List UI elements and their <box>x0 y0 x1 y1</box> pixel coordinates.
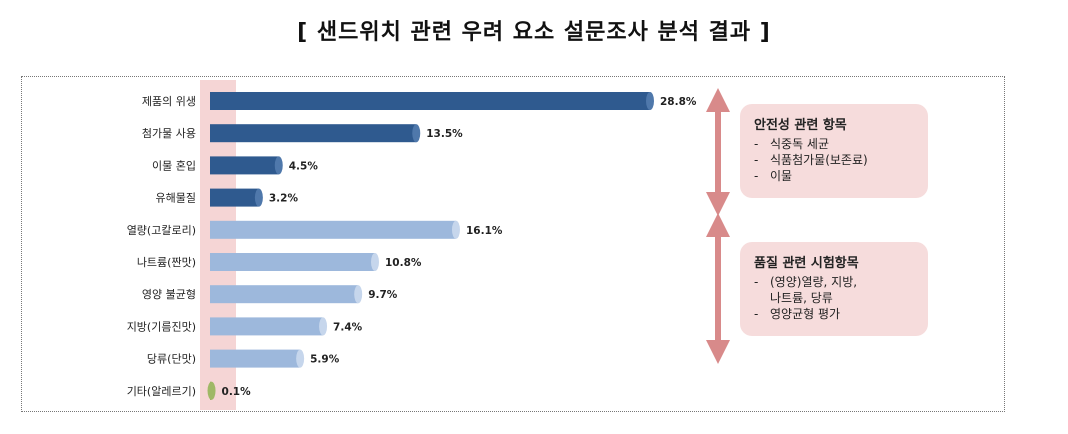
category-tick-label: 첨가물 사용 <box>142 127 196 140</box>
bar-end-cap <box>207 381 216 400</box>
category-tick-label: 지방(기름진맛) <box>127 320 196 333</box>
bar <box>210 92 650 110</box>
quality-annotation-title: 품질 관련 시험항목 <box>754 256 859 271</box>
bar-end-cap <box>319 317 328 336</box>
category-tick-label: 열량(고칼로리) <box>127 224 196 237</box>
safety-annotation-box: 안전성 관련 항목 - 식중독 세균 - 식품첨가물(보존료) - 이물 <box>740 104 928 198</box>
bar-row: 나트륨(짠맛) 10.8% <box>137 253 422 271</box>
bar-end-cap <box>412 124 421 143</box>
bar <box>210 349 301 368</box>
data-label: 9.7% <box>368 289 398 301</box>
category-tick-label: 영양 불균형 <box>142 288 196 301</box>
bar-row: 영양 불균형 9.7% <box>142 285 398 304</box>
category-tick-label: 유해물질 <box>156 191 196 205</box>
safety-annotation-title: 안전성 관련 항목 <box>754 118 847 133</box>
category-tick-label: 당류(단맛) <box>147 353 196 366</box>
safety-annotation-item: - 식품첨가물(보존료) <box>754 153 868 167</box>
bar <box>210 124 417 143</box>
bar-end-cap <box>451 220 460 239</box>
quality-annotation-item: - 영양균형 평가 <box>754 307 841 321</box>
data-label: 0.1% <box>222 386 252 398</box>
quality-annotation-box: 품질 관련 시험항목 - (영양)열량, 지방, 나트륨, 당류 - 영양균형 평가 <box>740 242 928 336</box>
category-tick-label: 제품의 위생 <box>142 95 196 108</box>
data-label: 28.8% <box>660 96 697 108</box>
bar-row: 유해물질 3.2% <box>156 188 299 207</box>
bar-end-cap <box>371 253 379 271</box>
bar <box>210 156 279 175</box>
bar-row: 열량(고칼로리) 16.1% <box>127 220 503 239</box>
safety-annotation-item: - 이물 <box>754 169 793 183</box>
quality-annotation-item: - (영양)열량, 지방, 나트륨, 당류 <box>754 275 858 305</box>
category-tick-label: 이물 혼입 <box>152 159 196 172</box>
bar-end-cap <box>296 349 305 368</box>
data-label: 3.2% <box>269 193 299 205</box>
bar <box>210 253 375 271</box>
page-title: [ 샌드위치 관련 우려 요소 설문조사 분석 결과 ] <box>297 20 771 45</box>
bar <box>210 285 359 304</box>
bar-row: 지방(기름진맛) 7.4% <box>127 317 363 336</box>
data-label: 7.4% <box>333 321 363 333</box>
bar-row: 당류(단맛) 5.9% <box>147 349 340 368</box>
safety-annotation-item: - 식중독 세균 <box>754 137 830 151</box>
bar-row: 기타(알레르기) 0.1% <box>127 381 252 400</box>
data-label: 5.9% <box>310 354 340 366</box>
bar <box>210 188 259 207</box>
bar <box>210 317 324 336</box>
data-label: 13.5% <box>426 128 463 140</box>
bar-end-cap <box>274 156 283 175</box>
bar-row: 이물 혼입 4.5% <box>152 156 319 175</box>
data-label: 4.5% <box>289 160 319 172</box>
category-tick-label: 기타(알레르기) <box>127 384 196 398</box>
bar-end-cap <box>646 92 654 110</box>
bar-end-cap <box>254 188 263 207</box>
chart-frame <box>21 76 1005 412</box>
bar <box>210 220 456 239</box>
bar-end-cap <box>354 285 363 304</box>
bar-row: 제품의 위생 28.8% <box>142 92 697 110</box>
category-tick-label: 나트륨(짠맛) <box>137 256 196 269</box>
data-label: 16.1% <box>466 225 503 237</box>
bar-row: 첨가물 사용 13.5% <box>142 124 463 143</box>
data-label: 10.8% <box>385 257 422 269</box>
